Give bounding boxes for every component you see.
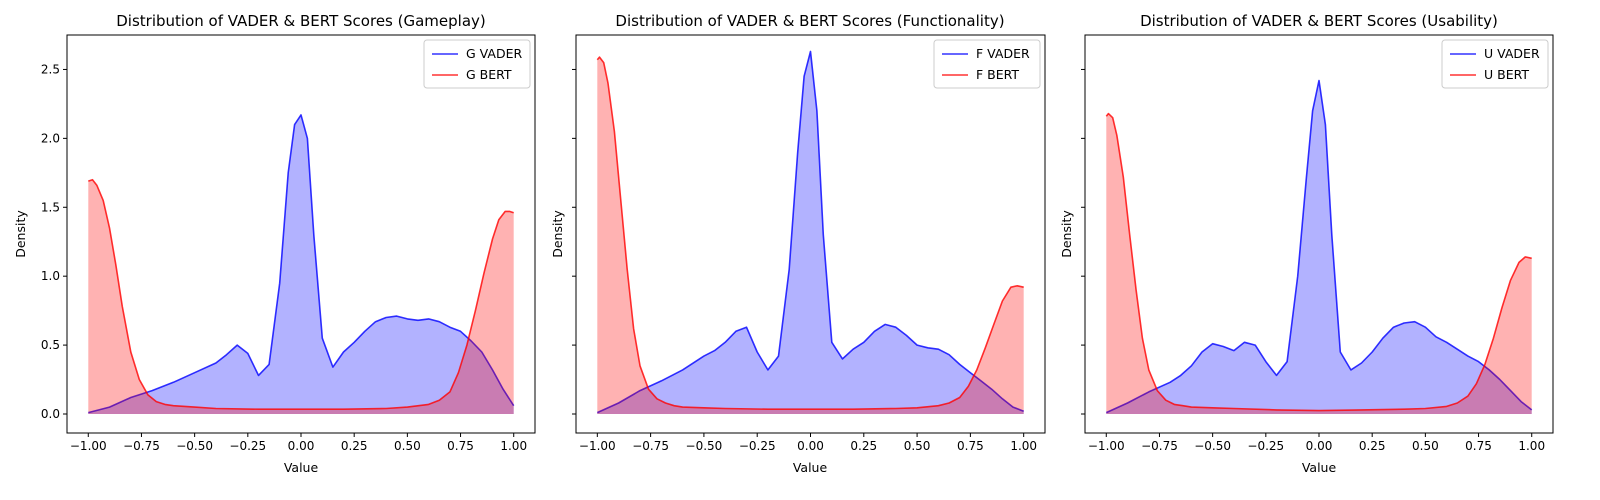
x-tick-label: 0.50: [904, 439, 931, 453]
y-tick-label: 2.5: [41, 62, 60, 76]
x-axis-ticks: −1.00 −0.75 −0.50 −0.25 0.00 0.25 0.50 0.75 1.00: [70, 433, 527, 453]
x-tick-label: −1.00: [579, 439, 616, 453]
x-axis-ticks: −1.00 −0.75 −0.50 −0.25 0.00 0.25 0.50 0.75 1.00: [579, 433, 1037, 453]
f-vader-area: [597, 51, 1024, 414]
legend-box: [933, 39, 1041, 89]
y-axis-ticks: 0.0 0.5 1.0 1.5 2.0 2.5: [41, 62, 67, 421]
x-tick-label: 0.25: [1359, 439, 1386, 453]
g-bert-legend-label: G BERT: [466, 67, 512, 82]
x-axis-label: Value: [284, 460, 319, 475]
y-axis-ticks: [1081, 68, 1085, 415]
legend: F VADER F BERT: [933, 39, 1041, 89]
panel-title: Distribution of VADER & BERT Scores (Fun…: [615, 12, 1004, 30]
x-tick-label: −0.75: [632, 439, 669, 453]
x-axis-label: Value: [793, 460, 828, 475]
x-tick-label: −0.75: [123, 439, 160, 453]
y-tick-label: 1.0: [41, 269, 60, 283]
u-vader-legend-label: U VADER: [1484, 46, 1540, 61]
x-tick-label: −0.25: [739, 439, 776, 453]
x-tick-label: −1.00: [1088, 439, 1125, 453]
panel-functionality: Distribution of VADER & BERT Scores (Fun…: [550, 12, 1046, 475]
u-vader-line: [1105, 79, 1533, 414]
x-tick-label: 1.00: [1518, 439, 1545, 453]
x-tick-label: −0.25: [1247, 439, 1284, 453]
x-tick-label: 1.00: [1010, 439, 1037, 453]
f-bert-legend-label: F BERT: [976, 67, 1019, 82]
x-tick-label: 0.25: [341, 439, 368, 453]
x-tick-label: 0.75: [1465, 439, 1492, 453]
g-bert-line: [88, 178, 514, 410]
y-tick-label: 0.5: [41, 338, 60, 352]
g-vader-legend-label: G VADER: [466, 46, 522, 61]
x-axis-ticks: −1.00 −0.75 −0.50 −0.25 0.00 0.25 0.50 0.75 1.00: [1088, 433, 1545, 453]
plot-area: [88, 114, 515, 415]
x-tick-label: 0.50: [1412, 439, 1439, 453]
g-vader-line: [88, 114, 515, 414]
y-axis-ticks: [572, 68, 576, 415]
legend-box: [423, 39, 531, 89]
f-vader-line: [596, 50, 1024, 414]
u-vader-area: [1106, 80, 1532, 414]
f-bert-area: [597, 57, 1024, 414]
y-axis-label: Density: [550, 210, 565, 258]
x-tick-label: 0.75: [957, 439, 984, 453]
x-tick-label: −0.25: [229, 439, 266, 453]
y-tick-label: 1.5: [41, 200, 60, 214]
legend: G VADER G BERT: [423, 39, 531, 89]
x-axis-label: Value: [1302, 460, 1337, 475]
g-bert-area: [88, 179, 514, 414]
u-bert-line: [1105, 112, 1532, 412]
y-axis-label: Density: [1059, 210, 1074, 258]
legend: U VADER U BERT: [1441, 39, 1549, 89]
x-tick-label: 0.50: [394, 439, 421, 453]
panel-usability: Distribution of VADER & BERT Scores (Usa…: [1059, 12, 1554, 475]
u-bert-area: [1106, 113, 1532, 414]
plot-area: [596, 50, 1024, 414]
legend-box: [1441, 39, 1549, 89]
x-tick-label: 1.00: [500, 439, 527, 453]
x-tick-label: −0.50: [176, 439, 213, 453]
u-bert-legend-label: U BERT: [1484, 67, 1529, 82]
f-vader-legend-label: F VADER: [976, 46, 1030, 61]
panel-title: Distribution of VADER & BERT Scores (Usa…: [1140, 12, 1498, 30]
plot-area: [1105, 79, 1533, 414]
y-tick-label: 0.0: [41, 407, 60, 421]
y-tick-label: 2.0: [41, 131, 60, 145]
x-tick-label: 0.00: [797, 439, 824, 453]
y-axis-label: Density: [13, 210, 28, 258]
x-tick-label: 0.75: [447, 439, 474, 453]
panel-title: Distribution of VADER & BERT Scores (Gam…: [116, 12, 486, 30]
x-tick-label: −1.00: [70, 439, 107, 453]
f-bert-line: [596, 56, 1024, 410]
panel-gameplay: Distribution of VADER & BERT Scores (Gam…: [13, 12, 536, 475]
x-tick-label: −0.50: [686, 439, 723, 453]
x-tick-label: 0.00: [288, 439, 315, 453]
x-tick-label: 0.25: [850, 439, 877, 453]
x-tick-label: −0.50: [1194, 439, 1231, 453]
g-vader-area: [88, 114, 514, 415]
x-tick-label: 0.00: [1306, 439, 1333, 453]
x-tick-label: −0.75: [1141, 439, 1178, 453]
